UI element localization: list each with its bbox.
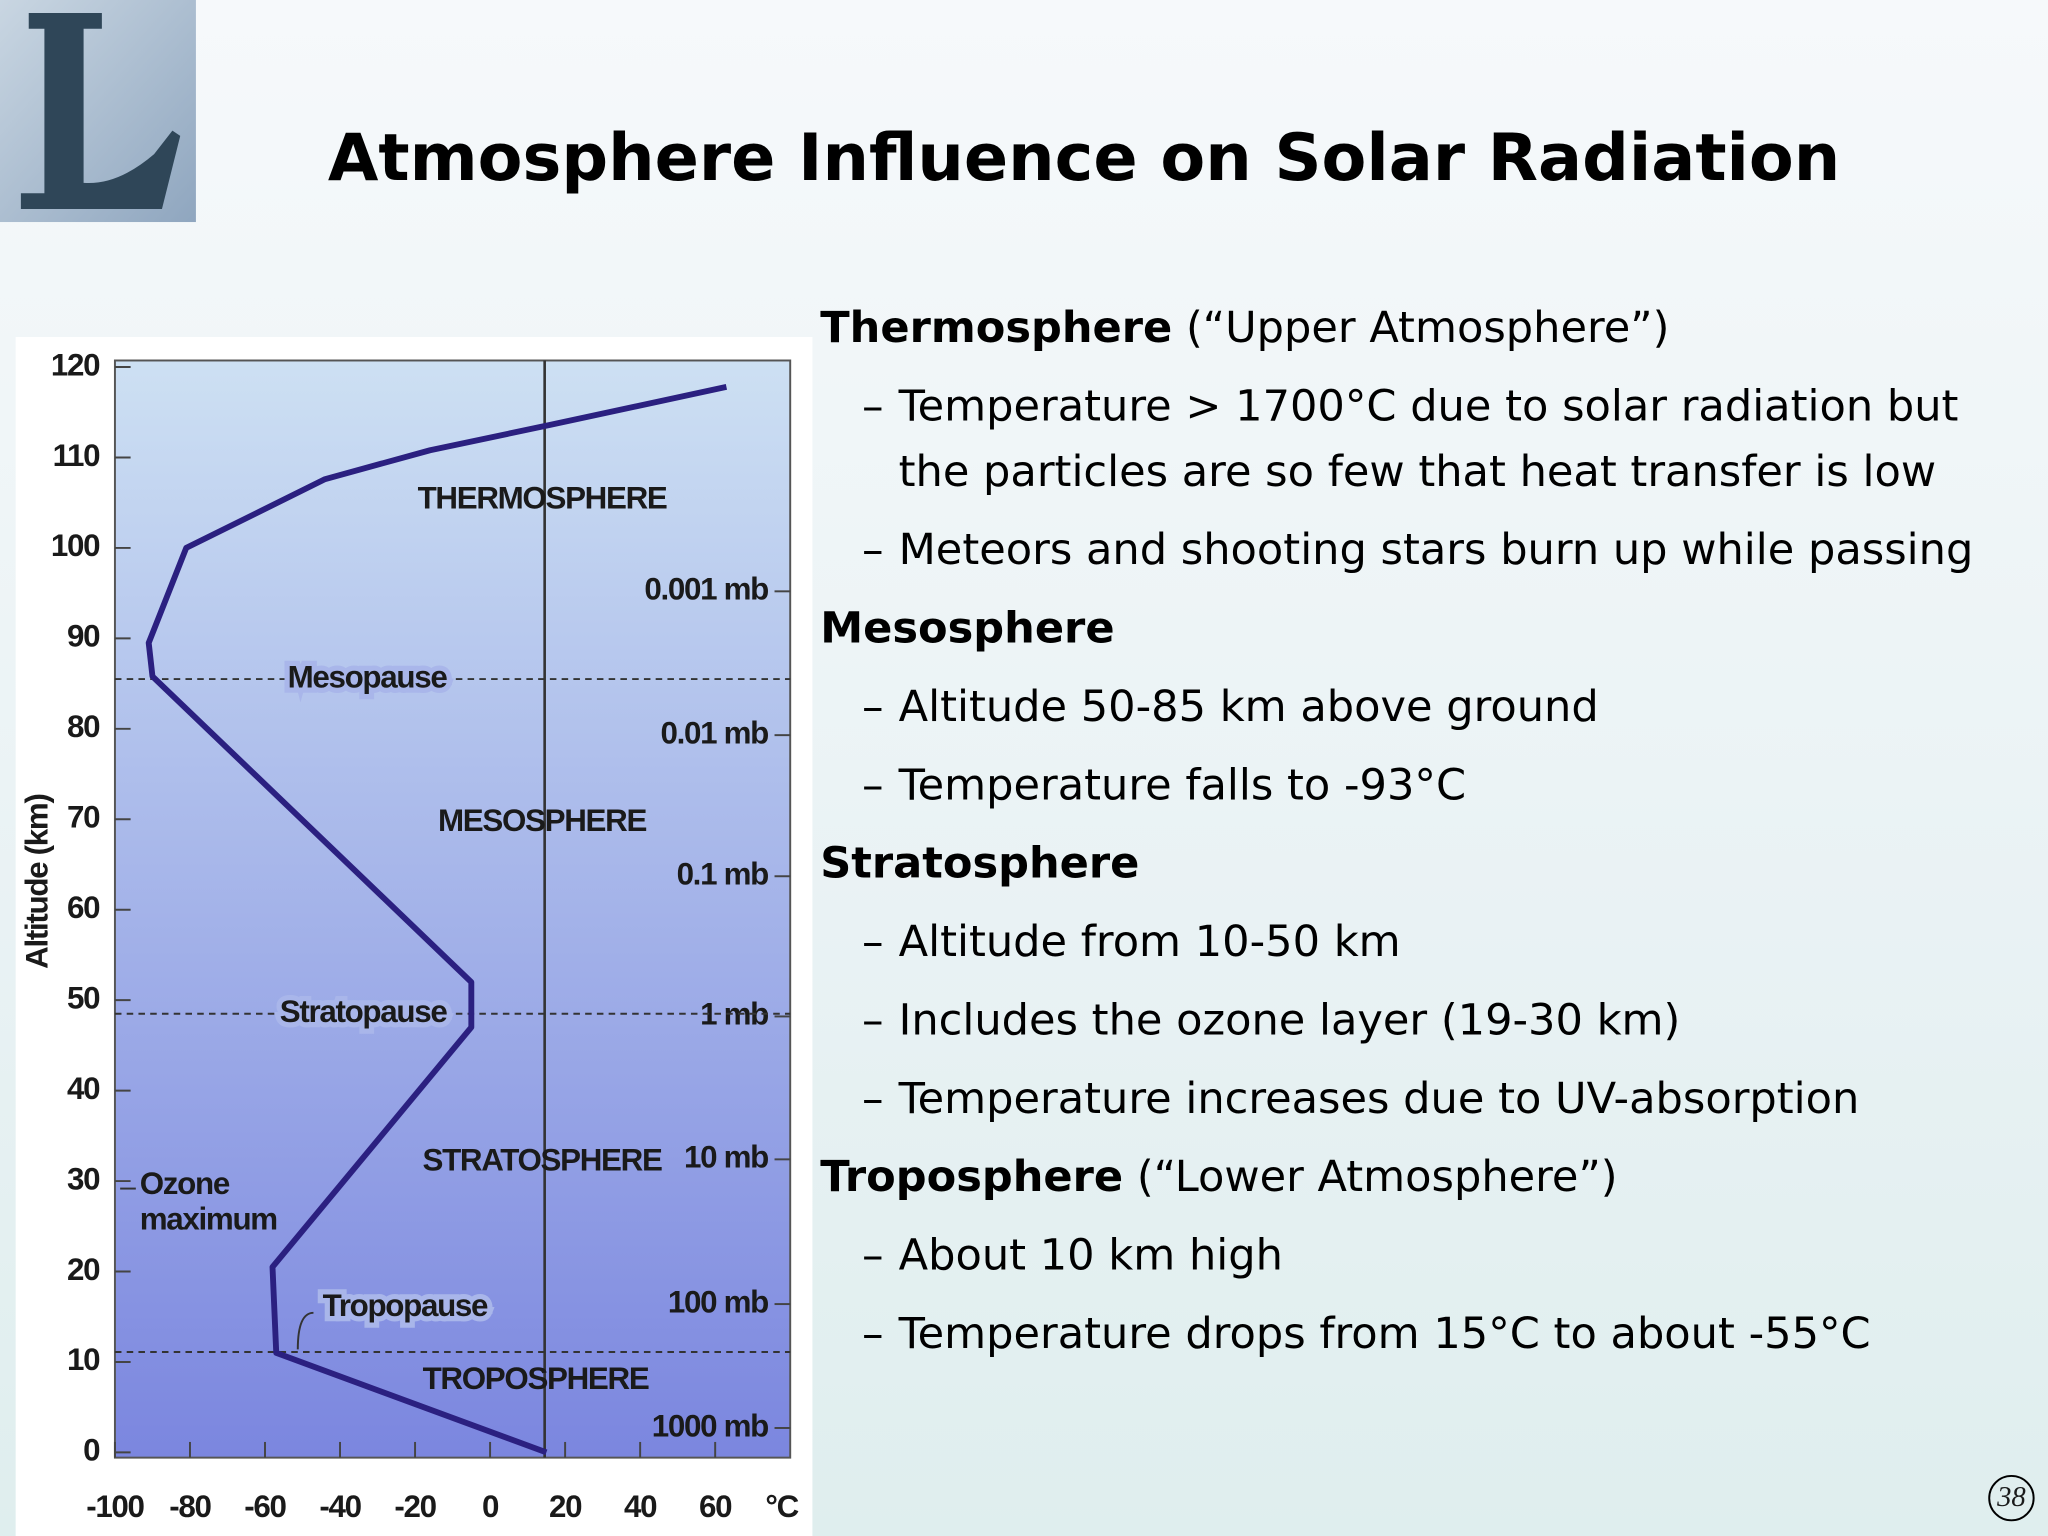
x-tick-label: -100 xyxy=(86,1489,144,1524)
x-tick-label: 60 xyxy=(699,1489,732,1524)
bullet-item: – Temperature falls to -93°C xyxy=(820,752,2041,817)
y-tick-label: 100 xyxy=(51,528,100,563)
bullet-dash: – xyxy=(862,993,884,1045)
bullet-dash: – xyxy=(862,915,884,967)
bullet-dash: – xyxy=(862,758,884,810)
y-tick-label: 70 xyxy=(67,800,100,835)
chart-layer: 0 10 20 30 40 50 60 70 80 90 100 110 120 -100 -80 -60 -4… xyxy=(19,347,799,1524)
bullet-dash: – xyxy=(862,380,884,432)
bullet-dash: – xyxy=(862,1229,884,1280)
plot-area xyxy=(113,359,792,1459)
layer-annotation: maximum xyxy=(140,1202,277,1237)
heading-note: (“Upper Atmosphere”) xyxy=(1185,301,1670,353)
boundary-label: Tropopause xyxy=(323,1288,488,1323)
x-tick-label: 40 xyxy=(624,1489,657,1524)
y-tick-label: 80 xyxy=(67,709,100,744)
layer-annotation: TROPOSPHERE xyxy=(423,1361,649,1396)
y-tick-label: 50 xyxy=(67,980,100,1015)
y-tick-label: 120 xyxy=(51,347,100,382)
x-tick-label: -20 xyxy=(394,1489,436,1524)
bullet-text: Altitude from 10-50 km xyxy=(898,915,1401,967)
heading-text: Thermosphere xyxy=(820,301,1173,353)
pressure-label: 0.01 mb xyxy=(660,715,768,750)
bullet-item: – Altitude from 10-50 km xyxy=(820,909,2041,974)
bullet-item: – Temperature > 1700°C due to solar radia… xyxy=(820,374,2041,505)
bullet-text: Meteors and shooting stars burn up while… xyxy=(898,523,1974,575)
section-heading: Thermosphere (“Upper Atmosphere”) xyxy=(820,295,2041,360)
bullet-text: Temperature > 1700°C due to solar radiat… xyxy=(898,380,1959,497)
section-heading: Mesosphere xyxy=(820,596,2041,661)
bullet-dash: – xyxy=(862,523,884,575)
bullet-item: – Temperature drops from 15°C to about -5… xyxy=(820,1301,2041,1366)
layer-annotation: THERMOSPHERE xyxy=(418,481,667,516)
bullet-item: – Meteors and shooting stars burn up whil… xyxy=(820,517,2041,582)
bullet-item: – About 10 km high xyxy=(820,1223,2041,1288)
heading-text: Stratosphere xyxy=(820,837,1140,889)
logo xyxy=(0,0,196,223)
temperature-profile xyxy=(145,384,728,1456)
boundary-label: Mesopause xyxy=(288,659,448,694)
y-tick-label: 60 xyxy=(67,890,100,925)
x-unit: °C xyxy=(765,1489,798,1524)
section-heading: Stratosphere xyxy=(820,831,2041,896)
y-tick-label: 110 xyxy=(53,438,101,473)
y-tick-label: 90 xyxy=(67,619,100,654)
y-tick-label: 40 xyxy=(67,1071,100,1106)
bullet-text: Temperature increases due to UV-absorpti… xyxy=(898,1072,1860,1124)
boundary-label: Stratopause xyxy=(280,994,448,1029)
x-tick-label: -40 xyxy=(319,1489,361,1524)
page-number: 38 xyxy=(1996,1481,2026,1513)
page-badge xyxy=(1988,1474,2035,1522)
x-tick-label: 0 xyxy=(482,1489,499,1524)
y-tick-label: 0 xyxy=(83,1433,100,1468)
x-tick-label: 20 xyxy=(549,1489,582,1524)
y-tick-label: 30 xyxy=(67,1161,100,1196)
bullet-text: About 10 km high xyxy=(898,1229,1283,1280)
y-axis-title: Altitude (km) xyxy=(19,794,54,968)
pressure-label: 0.1 mb xyxy=(677,857,769,892)
bullet-dash: – xyxy=(862,1307,884,1359)
layer-annotation: STRATOSPHERE xyxy=(423,1143,662,1178)
y-tick-label: 10 xyxy=(67,1342,100,1377)
pressure-label: 100 mb xyxy=(668,1284,768,1319)
heading-note: (“Lower Atmosphere”) xyxy=(1136,1150,1618,1202)
bullet-text: Temperature drops from 15°C to about -55… xyxy=(898,1307,1871,1359)
layer-annotation: Ozone xyxy=(140,1166,230,1201)
bullet-item: – Temperature increases due to UV-absorpt… xyxy=(820,1066,2041,1131)
bullet-item: – Altitude 50-85 km above ground xyxy=(820,674,2041,739)
bullet-dash: – xyxy=(862,680,884,732)
bullet-text: Temperature falls to -93°C xyxy=(898,758,1467,810)
heading-text: Troposphere xyxy=(820,1150,1124,1202)
bullet-item: – Includes the ozone layer (19-30 km) xyxy=(820,987,2041,1052)
section-heading: Troposphere (“Lower Atmosphere”) xyxy=(820,1144,2041,1209)
heading-text: Mesosphere xyxy=(820,602,1115,654)
slide-title: Atmosphere Influence on Solar Radiation xyxy=(327,120,1841,196)
bullet-list: Thermosphere (“Upper Atmosphere”) – Temper… xyxy=(820,295,2041,1366)
pressure-label: 0.001 mb xyxy=(644,572,768,607)
y-tick-label: 20 xyxy=(67,1252,100,1287)
pressure-label: 1 mb xyxy=(700,997,768,1032)
x-tick-label: -80 xyxy=(169,1489,211,1524)
bullet-text: Altitude 50-85 km above ground xyxy=(898,680,1599,732)
pressure-label: 1000 mb xyxy=(652,1408,768,1443)
pressure-label: 10 mb xyxy=(684,1140,768,1175)
layer-annotation: MESOSPHERE xyxy=(438,803,646,838)
x-tick-label: -60 xyxy=(244,1489,286,1524)
bullet-text: Includes the ozone layer (19-30 km) xyxy=(898,993,1681,1045)
bullet-dash: – xyxy=(862,1072,884,1124)
leader xyxy=(296,1311,314,1350)
